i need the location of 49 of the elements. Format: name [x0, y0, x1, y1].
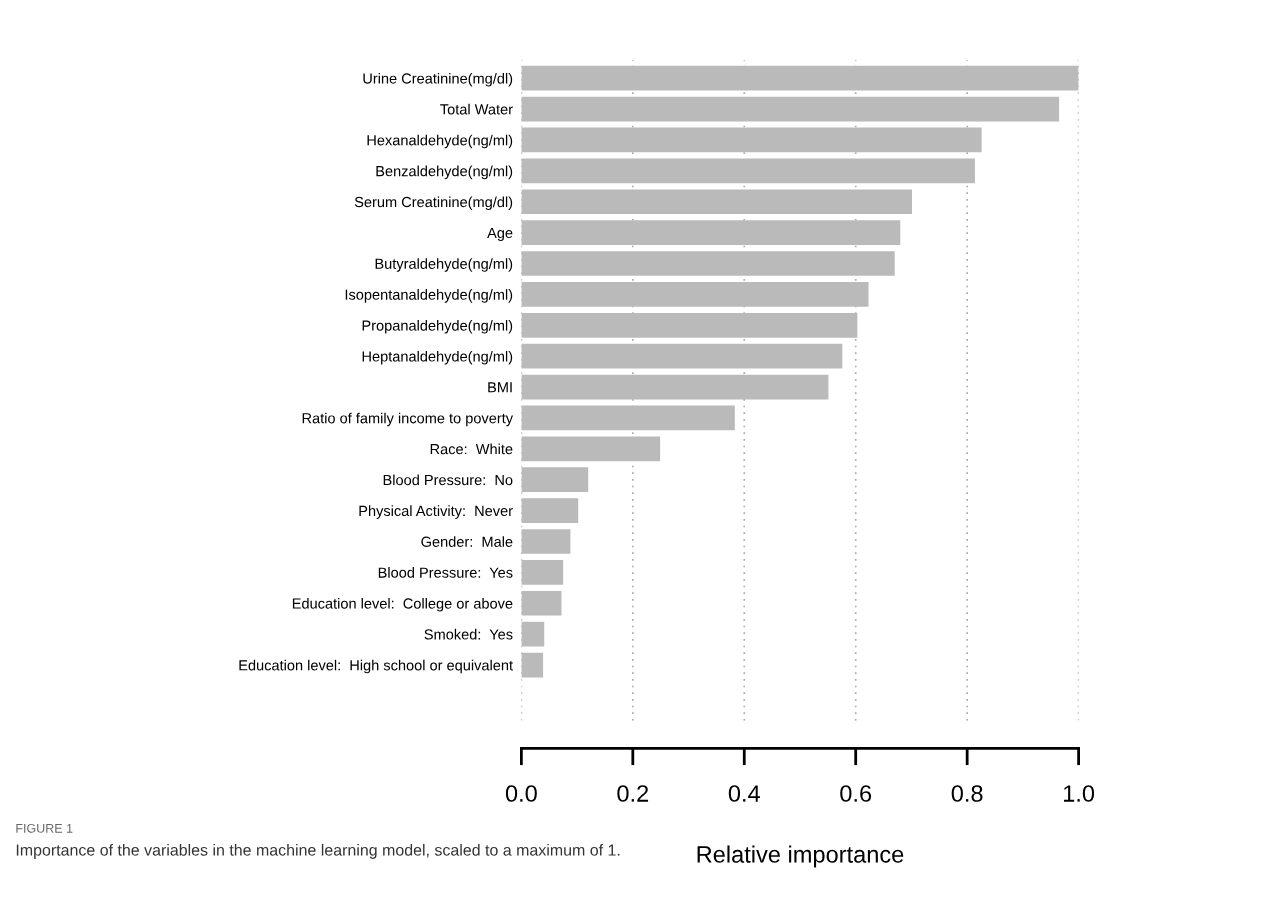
x-tick-label: 0.0 [505, 785, 537, 802]
bar [521, 220, 901, 245]
bar [521, 560, 564, 585]
y-tick-label: Education level: High school or equivalent [239, 659, 513, 674]
x-tick-label: 0.6 [840, 785, 872, 802]
y-tick-label: Hexanaldehyde(ng/ml) [367, 134, 513, 149]
bar [521, 189, 912, 215]
y-tick-label: Urine Creatinine(mg/dl) [363, 72, 513, 87]
y-tick-label: Heptanaldehyde(ng/ml) [362, 350, 513, 365]
y-tick-label: Education level: College or above [292, 597, 513, 612]
bar [521, 96, 1060, 122]
y-tick-label: Total Water [440, 103, 513, 115]
text: Importance of the variables in the machine learning model, scaled to a maximum of 1. [16, 844, 620, 859]
y-tick-label: Propanaldehyde(ng/ml) [362, 320, 513, 334]
bar [521, 65, 1079, 91]
bar [521, 343, 843, 369]
bar [521, 312, 858, 338]
bar [521, 498, 579, 523]
bar [521, 436, 661, 462]
y-tick-label: Benzaldehyde(ng/ml) [376, 165, 513, 180]
y-tick-label: Blood Pressure: Yes [378, 567, 513, 578]
y-tick-label: Age [487, 227, 513, 241]
y-tick-label: BMI [488, 382, 512, 393]
bar [521, 467, 589, 493]
y-tick-label: Gender: Male [421, 536, 513, 547]
bar [521, 529, 571, 554]
bar [521, 405, 735, 431]
x-tick-label: 0.4 [728, 785, 760, 802]
x-tick-label: 0.2 [617, 785, 649, 802]
y-tick-label: Blood Pressure: No [383, 474, 513, 486]
y-tick-label: Ratio of family income to poverty [302, 412, 514, 427]
bar [521, 590, 562, 616]
bar [521, 127, 982, 153]
y-tick-label: Race: White [430, 443, 513, 455]
bar [521, 251, 895, 276]
bar [521, 652, 544, 678]
y-tick-label: Serum Creatinine(mg/dl) [354, 196, 513, 211]
y-tick-label: Isopentanaldehyde(ng/ml) [345, 289, 513, 303]
y-tick-label: Smoked: Yes [424, 628, 513, 640]
bar [521, 621, 545, 647]
y-tick-label: Physical Activity: Never [359, 505, 513, 519]
x-axis-title: Relative importance [697, 845, 904, 868]
x-tick-label: 1.0 [1063, 785, 1095, 802]
bar [521, 158, 975, 184]
x-tick-label: 0.8 [951, 785, 983, 802]
y-tick-label: Butyraldehyde(ng/ml) [375, 258, 513, 272]
caption: FIGURE 1 [16, 823, 73, 833]
bar [521, 374, 829, 400]
bar [521, 282, 869, 307]
